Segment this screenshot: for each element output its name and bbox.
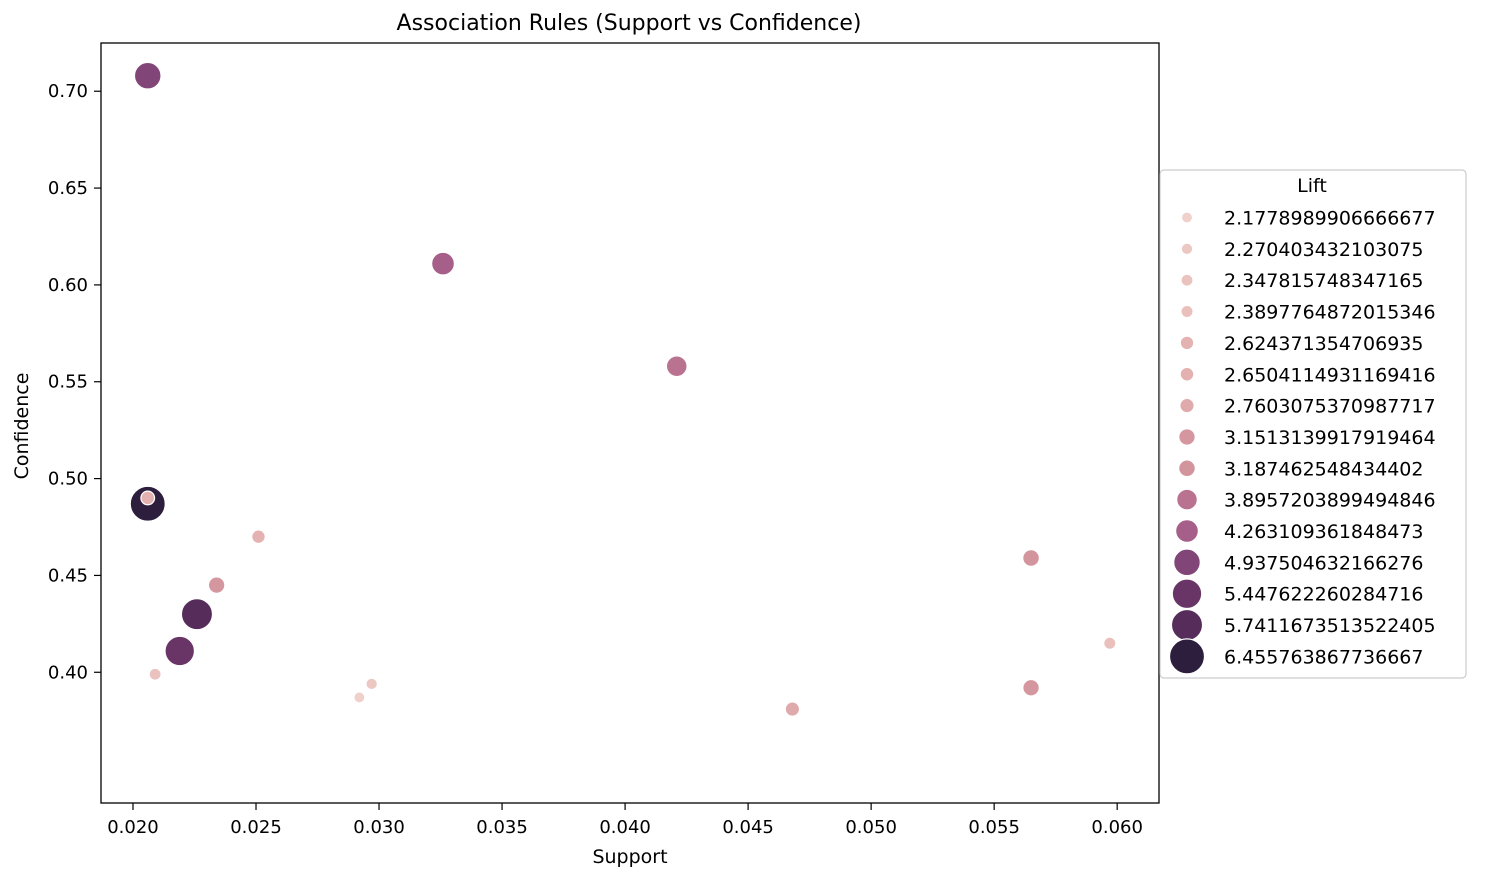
legend-label: 2.270403432103075 — [1224, 239, 1423, 261]
legend-label: 2.1778989906666677 — [1224, 208, 1436, 230]
legend-label: 4.937504632166276 — [1224, 552, 1423, 574]
legend-item: 2.624371354706935 — [1179, 333, 1423, 355]
y-tick-label: 0.70 — [48, 81, 88, 102]
data-point — [784, 701, 801, 717]
legend-items: 2.1778989906666677 2.270403432103075 2.347… — [1168, 208, 1436, 675]
x-tick-label: 0.020 — [107, 817, 159, 838]
legend-item: 5.7411673513522405 — [1170, 608, 1436, 642]
data-point — [365, 677, 379, 691]
data-point — [353, 691, 366, 704]
y-tick-label: 0.60 — [48, 275, 88, 296]
legend-marker — [1179, 335, 1195, 351]
legend-item: 3.1513139917919464 — [1178, 427, 1436, 449]
legend-marker — [1180, 242, 1194, 256]
legend-marker — [1179, 397, 1195, 414]
legend-marker — [1173, 548, 1201, 577]
y-axis-label: Confidence — [11, 373, 33, 480]
legend-title: Lift — [1297, 175, 1327, 197]
legend-label: 3.187462548434402 — [1224, 458, 1423, 480]
legend-item: 2.7603075370987717 — [1179, 396, 1436, 418]
x-tick-label: 0.060 — [1091, 817, 1143, 838]
y-tick-label: 0.45 — [48, 565, 88, 586]
x-axis: 0.020 0.025 0.030 0.035 0.040 0.045 0.050 0.055… — [107, 803, 1143, 838]
legend-item: 2.347815748347165 — [1180, 270, 1423, 292]
legend-label: 2.347815748347165 — [1224, 270, 1423, 292]
legend-item: 2.3897764872015346 — [1180, 302, 1436, 324]
legend: Lift 2.1778989906666677 2.270403432103075… — [1159, 169, 1467, 679]
x-tick-label: 0.040 — [599, 817, 651, 838]
x-tick-label: 0.035 — [476, 817, 528, 838]
legend-label: 2.6504114931169416 — [1224, 364, 1436, 386]
legend-label: 2.624371354706935 — [1224, 333, 1423, 355]
legend-label: 3.8957203899494846 — [1224, 490, 1436, 512]
legend-item: 3.8957203899494846 — [1176, 488, 1436, 512]
data-point — [180, 598, 214, 631]
legend-marker — [1168, 638, 1206, 675]
plot-frame — [100, 42, 1160, 804]
y-tick-label: 0.40 — [48, 662, 88, 683]
legend-marker — [1180, 304, 1194, 319]
data-point — [164, 635, 196, 667]
y-axis: 0.40 0.45 0.50 0.55 0.60 0.65 0.70 — [48, 81, 101, 683]
x-tick-label: 0.055 — [968, 817, 1020, 838]
legend-marker — [1171, 578, 1203, 610]
y-tick-label: 0.55 — [48, 372, 88, 393]
legend-label: 2.3897764872015346 — [1224, 302, 1436, 324]
legend-marker — [1180, 211, 1194, 224]
legend-label: 5.7411673513522405 — [1224, 615, 1436, 637]
x-tick-label: 0.050 — [845, 817, 897, 838]
y-tick-label: 0.65 — [48, 178, 88, 199]
x-axis-label: Support — [592, 846, 667, 868]
data-point — [148, 667, 162, 681]
data-point — [251, 529, 266, 545]
x-tick-label: 0.025 — [230, 817, 282, 838]
legend-item: 5.447622260284716 — [1171, 578, 1423, 610]
data-point — [431, 251, 455, 276]
legend-marker — [1180, 273, 1194, 287]
legend-marker — [1179, 366, 1195, 382]
y-tick-label: 0.50 — [48, 469, 88, 490]
legend-marker — [1175, 519, 1199, 543]
legend-item: 4.937504632166276 — [1173, 548, 1423, 577]
legend-marker — [1176, 488, 1198, 511]
legend-label: 4.263109361848473 — [1224, 521, 1423, 543]
legend-item: 2.6504114931169416 — [1179, 364, 1436, 386]
legend-item: 2.1778989906666677 — [1180, 208, 1436, 230]
legend-item: 4.263109361848473 — [1175, 519, 1423, 543]
legend-label: 3.1513139917919464 — [1224, 427, 1436, 449]
data-point — [665, 355, 688, 378]
data-point — [1103, 636, 1117, 650]
legend-marker — [1178, 459, 1196, 478]
data-point — [1022, 678, 1040, 697]
x-tick-label: 0.045 — [722, 817, 774, 838]
legend-item: 6.455763867736667 — [1168, 638, 1423, 675]
legend-frame — [1159, 169, 1467, 679]
legend-item: 2.270403432103075 — [1180, 239, 1423, 261]
data-point — [1022, 549, 1040, 567]
legend-label: 6.455763867736667 — [1224, 646, 1423, 668]
data-point — [140, 490, 156, 506]
legend-label: 2.7603075370987717 — [1224, 396, 1436, 418]
chart-title: Association Rules (Support vs Confidence… — [397, 11, 862, 36]
legend-marker — [1178, 428, 1196, 446]
legend-item: 3.187462548434402 — [1178, 458, 1423, 480]
data-point — [133, 61, 162, 90]
legend-label: 5.447622260284716 — [1224, 584, 1423, 606]
legend-marker — [1170, 608, 1204, 642]
data-point — [207, 576, 226, 594]
data-points — [129, 61, 1117, 717]
x-tick-label: 0.030 — [353, 817, 405, 838]
